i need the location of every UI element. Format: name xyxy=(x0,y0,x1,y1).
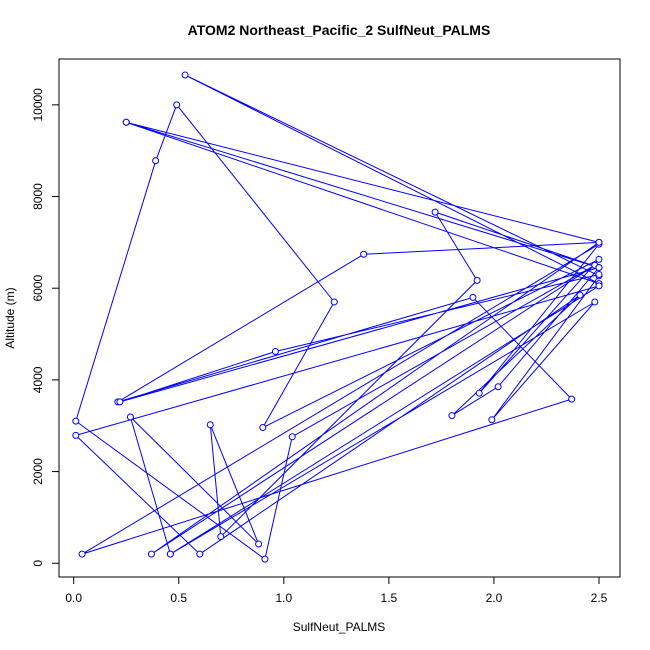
data-point xyxy=(217,533,225,541)
data-point xyxy=(206,421,214,429)
data-point xyxy=(494,383,502,391)
x-tick-label: 1.0 xyxy=(275,591,292,605)
y-tick-label: 10000 xyxy=(31,88,45,122)
x-axis: 0.0 0.5 1.0 1.5 2.0 2.5 xyxy=(65,576,608,605)
data-point xyxy=(576,291,584,299)
data-point xyxy=(72,417,80,425)
data-point xyxy=(288,433,296,441)
data-point xyxy=(173,101,181,109)
y-axis: 0 2000 4000 6000 8000 10000 xyxy=(31,88,60,567)
data-point xyxy=(431,208,439,216)
data-point xyxy=(166,550,174,558)
data-point xyxy=(116,398,124,406)
data-point xyxy=(261,555,269,563)
data-point xyxy=(147,550,155,558)
data-point xyxy=(196,550,204,558)
series-layer xyxy=(72,71,603,563)
data-point xyxy=(72,431,80,439)
data-point xyxy=(595,238,603,246)
y-tick-label: 4000 xyxy=(31,366,45,393)
data-point xyxy=(259,424,267,432)
y-tick-label: 6000 xyxy=(31,275,45,302)
data-point xyxy=(360,250,368,258)
x-tick-label: 0.0 xyxy=(65,591,82,605)
data-point xyxy=(271,347,279,355)
x-axis-label: SulfNeut_PALMS xyxy=(293,620,386,634)
data-point xyxy=(152,157,160,165)
data-point xyxy=(255,540,263,548)
data-point xyxy=(595,264,603,272)
data-point xyxy=(595,282,603,290)
chart-title: ATOM2 Northeast_Pacific_2 SulfNeut_PALMS xyxy=(188,22,491,38)
data-point xyxy=(595,255,603,263)
data-point xyxy=(475,389,483,397)
data-point xyxy=(448,412,456,420)
data-point xyxy=(595,270,603,278)
data-point xyxy=(78,550,86,558)
data-point xyxy=(488,416,496,424)
y-tick-label: 0 xyxy=(31,560,45,567)
data-point xyxy=(473,276,481,284)
y-axis-label: Altitude (m) xyxy=(3,287,17,348)
data-point xyxy=(330,298,338,306)
x-tick-label: 0.5 xyxy=(170,591,187,605)
data-point xyxy=(469,293,477,301)
data-point xyxy=(126,413,134,421)
y-tick-label: 8000 xyxy=(31,183,45,210)
data-point xyxy=(568,395,576,403)
y-tick-label: 2000 xyxy=(31,458,45,485)
x-tick-label: 2.5 xyxy=(591,591,608,605)
data-point xyxy=(181,71,189,79)
data-point xyxy=(122,118,130,126)
x-tick-label: 1.5 xyxy=(381,591,398,605)
x-tick-label: 2.0 xyxy=(486,591,503,605)
data-point xyxy=(591,298,599,306)
